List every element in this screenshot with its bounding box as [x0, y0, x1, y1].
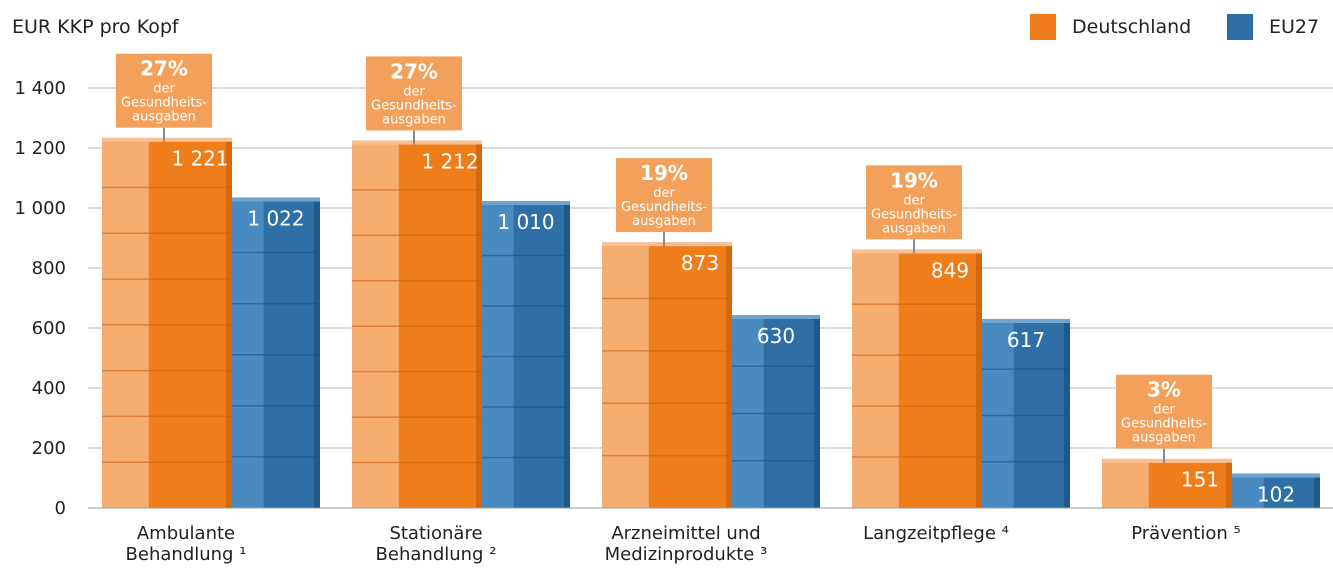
annotation-sign-1 [366, 56, 462, 131]
eu27-value-label-3: 617 [1007, 328, 1045, 352]
legend-swatch-deutschland [1030, 14, 1056, 40]
deutschland-bar-face-2 [602, 246, 649, 508]
eu27-value-label-0: 1 022 [247, 206, 304, 230]
annotation-sign-4 [1116, 374, 1212, 449]
y-tick-label-400: 400 [32, 378, 66, 399]
category-label-2-line1: Arzneimittel und [611, 523, 761, 544]
deutschland-bar-edge-2 [726, 246, 732, 508]
annotation-line3-4: ausgaben [1132, 431, 1196, 446]
annotation-line1-0: der [153, 82, 175, 97]
category-label-2: Arzneimittel und Medizinprodukte ³ [566, 523, 806, 565]
eu27-value-label-1: 1 010 [497, 210, 554, 234]
annotation-line3-3: ausgaben [882, 221, 946, 236]
y-tick-label-1400: 1 400 [14, 78, 66, 99]
eu27-value-label-2: 630 [757, 324, 795, 348]
annotation-line1-3: der [903, 193, 925, 208]
legend-label-deutschland: Deutschland [1072, 16, 1192, 38]
y-tick-label-600: 600 [32, 318, 66, 339]
category-label-0-line1: Ambulante [136, 523, 236, 544]
deutschland-value-label-2: 873 [681, 251, 719, 275]
deutschland-bar-top-2 [602, 242, 732, 247]
y-tick-label-200: 200 [32, 438, 66, 459]
category-label-1-line2: Behandlung ² [375, 544, 497, 565]
y-tick-label-1200: 1 200 [14, 138, 66, 159]
deutschland-bar-face-3 [852, 253, 899, 508]
y-tick-label-0: 0 [55, 498, 66, 519]
annotation-line2-1: Gesundheits- [371, 98, 457, 113]
y-tick-label-1000: 1 000 [14, 198, 66, 219]
eu27-bar-face-4 [1232, 477, 1264, 508]
legend-swatch-eu27 [1227, 14, 1253, 40]
eu27-bar-top-4 [1232, 473, 1320, 478]
category-label-0-line2: Behandlung ¹ [125, 544, 247, 565]
eu27-bar-edge-4 [1314, 477, 1320, 508]
annotation-line1-1: der [403, 84, 425, 99]
y-tick-label-800: 800 [32, 258, 66, 279]
deutschland-bar-face-4 [1102, 462, 1149, 508]
annotation-percent-3: 19% [890, 168, 938, 192]
annotation-percent-4: 3% [1147, 378, 1181, 402]
annotation-percent-2: 19% [640, 161, 688, 185]
eu27-bar-top-1 [482, 201, 570, 205]
category-label-4-line1: Prävention ⁵ [1131, 523, 1241, 544]
eu27-bar-top-2 [732, 315, 820, 319]
deutschland-value-label-4: 151 [1181, 468, 1219, 492]
annotation-percent-0: 27% [140, 57, 188, 81]
annotation-line1-2: der [653, 186, 675, 201]
category-label-1-line1: Stationäre [389, 523, 483, 544]
annotation-sign-0 [116, 53, 212, 128]
deutschland-bar-top-3 [852, 249, 982, 254]
annotation-line2-2: Gesundheits- [621, 200, 707, 215]
eu27-bar-top-0 [232, 197, 320, 202]
category-label-3-line1: Langzeitpflege ⁴ [863, 523, 1009, 544]
deutschland-value-label-1: 1 212 [421, 149, 478, 173]
eu27-bar-top-3 [982, 318, 1070, 323]
annotation-line2-0: Gesundheits- [121, 96, 207, 111]
deutschland-bar-edge-4 [1226, 462, 1232, 508]
deutschland-bar-edge-3 [976, 253, 982, 508]
category-label-4: Prävention ⁵ [1066, 523, 1306, 544]
category-label-1: Stationäre Behandlung ² [316, 523, 556, 565]
deutschland-bar-top-1 [352, 140, 482, 145]
legend-label-eu27: EU27 [1269, 16, 1320, 38]
deutschland-bar-top-0 [102, 137, 232, 142]
annotation-line2-3: Gesundheits- [871, 207, 957, 222]
annotation-line3-1: ausgaben [382, 112, 446, 127]
deutschland-value-label-0: 1 221 [171, 147, 228, 171]
deutschland-bar-top-4 [1102, 458, 1232, 463]
legend-item-eu27: EU27 [1227, 14, 1319, 40]
annotation-line1-4: der [1153, 403, 1175, 418]
category-label-3: Langzeitpflege ⁴ [816, 523, 1056, 544]
annotation-percent-1: 27% [390, 59, 438, 83]
category-label-2-line2: Medizinprodukte ³ [604, 544, 768, 565]
annotation-line3-0: ausgaben [132, 110, 196, 125]
annotation-sign-2 [616, 158, 712, 233]
deutschland-value-label-3: 849 [931, 258, 969, 282]
annotation-line3-2: ausgaben [632, 214, 696, 229]
category-label-0: Ambulante Behandlung ¹ [66, 523, 306, 565]
eu27-value-label-4: 102 [1257, 482, 1295, 506]
legend-item-deutschland: Deutschland [1030, 14, 1191, 40]
y-axis-title: EUR KKP pro Kopf [12, 16, 179, 38]
annotation-line2-4: Gesundheits- [1121, 417, 1207, 432]
annotation-sign-3 [866, 165, 962, 240]
